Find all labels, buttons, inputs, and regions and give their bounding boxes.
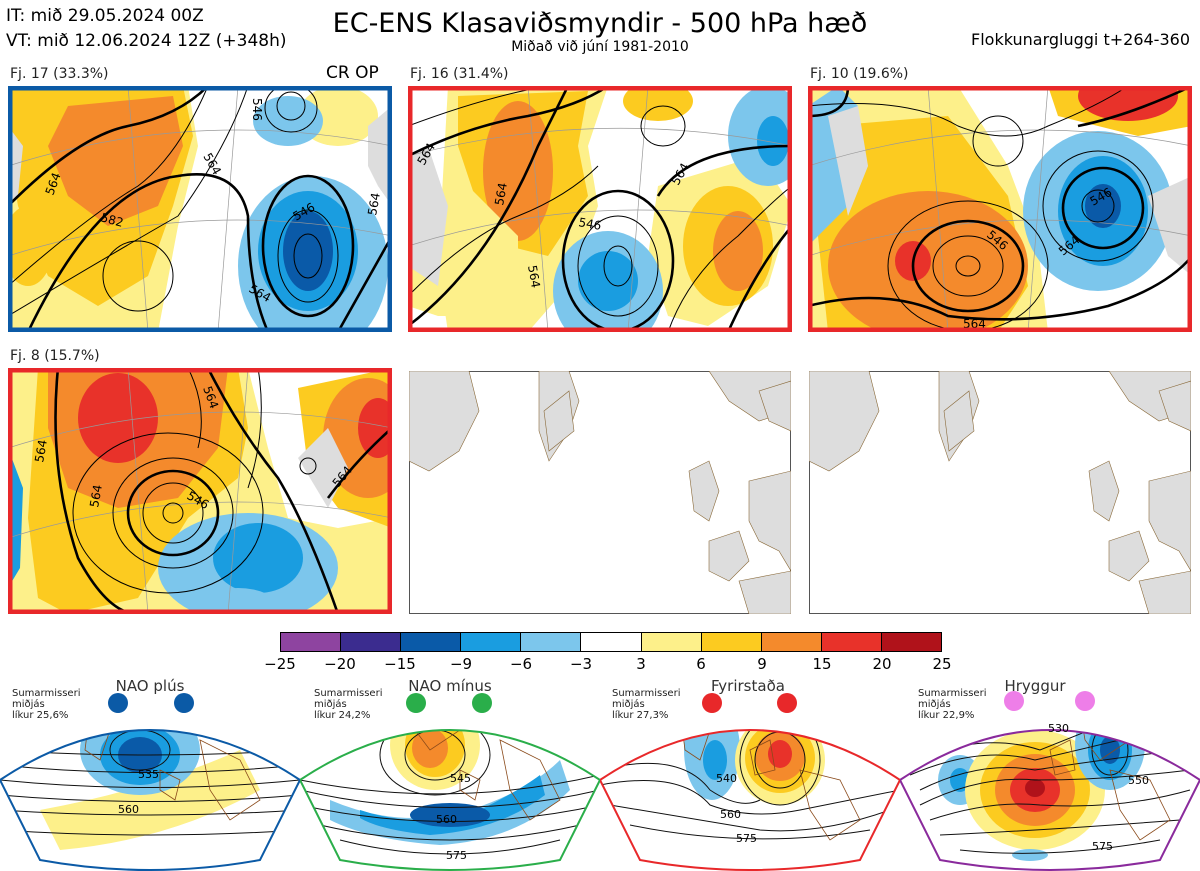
regime-dot <box>777 693 797 713</box>
colorbar-tick: −6 <box>509 655 533 673</box>
panel-label-3: Fj. 10 (19.6%) <box>810 66 909 82</box>
regime-dot <box>406 693 426 713</box>
regime-title-3: Fyrirstaða <box>711 677 785 695</box>
colorbar-tick: −20 <box>324 655 356 673</box>
colorbar-tick: −9 <box>449 655 473 673</box>
contour-label: 546 <box>250 98 264 121</box>
colorbar-tick: 3 <box>636 655 646 673</box>
regime-mean: miðjás <box>918 699 951 710</box>
regime-map-3[interactable]: 540 560 575 <box>600 690 900 871</box>
contour-label: 564 <box>492 182 510 207</box>
regime-dot <box>472 693 492 713</box>
regime-mean: miðjás <box>12 699 45 710</box>
contour-label: 582 <box>99 210 125 229</box>
regime-probability: líkur 22,9% <box>918 710 975 721</box>
regime-title-2: NAO mínus <box>408 677 492 695</box>
colorbar-tick: 15 <box>812 655 832 673</box>
regime-mean: miðjás <box>612 699 645 710</box>
cluster-border <box>408 86 792 332</box>
colorbar-cell <box>701 633 762 651</box>
header-run-info: IT: mið 29.05.2024 00Z VT: mið 12.06.202… <box>6 4 287 54</box>
colorbar-cell <box>341 633 402 651</box>
colorbar-tick: −15 <box>384 655 416 673</box>
regime-mean: miðjás <box>314 699 347 710</box>
regime-contour-label: 560 <box>118 803 139 816</box>
cluster-map-2[interactable]: 564 564 546 564 564 <box>408 86 792 332</box>
valid-time: VT: mið 12.06.2024 12Z (+348h) <box>6 31 287 51</box>
regime-contour-label: 540 <box>716 772 737 785</box>
cluster-border <box>8 368 392 614</box>
regime-meta-3: Sumarmisseri miðjás líkur 27,3% <box>612 688 680 721</box>
contour-label: 564 <box>87 484 105 509</box>
regime-meta-4: Sumarmisseri miðjás líkur 22,9% <box>918 688 986 721</box>
contour-label: 564 <box>365 192 383 217</box>
regime-season: Sumarmisseri <box>314 688 383 699</box>
cluster-map-4[interactable]: 564 546 564 564 564 <box>8 368 392 614</box>
colorbar-cell <box>761 633 822 651</box>
colorbar-tick: −25 <box>264 655 296 673</box>
regime-contour-label: 575 <box>1092 840 1113 853</box>
regime-meta-2: Sumarmisseri miðjás líkur 24,2% <box>314 688 382 721</box>
colorbar-tick: 20 <box>872 655 892 673</box>
regime-contour-label: 560 <box>720 808 741 821</box>
contour-label: 564 <box>32 439 50 464</box>
colorbar-cell <box>641 633 702 651</box>
colorbar-cell <box>461 633 522 651</box>
regime-title-4: Hryggur <box>1004 677 1066 695</box>
regime-contour-label: 530 <box>1048 722 1069 735</box>
initial-time: IT: mið 29.05.2024 00Z <box>6 6 204 26</box>
regime-map-2[interactable]: 545 560 575 <box>300 690 600 871</box>
panel-label-1: Fj. 17 (33.3%) <box>10 66 109 82</box>
regime-map-1[interactable]: 535 560 <box>0 690 300 871</box>
regime-probability: líkur 27,3% <box>612 710 669 721</box>
regime-season: Sumarmisseri <box>612 688 681 699</box>
regime-title-1: NAO plús <box>115 677 185 695</box>
regime-dot <box>108 693 128 713</box>
regime-contour-label: 535 <box>138 768 159 781</box>
regime-probability: líkur 24,2% <box>314 710 371 721</box>
page-title: EC-ENS Klasaviðsmyndir - 500 hPa hæð <box>332 8 868 39</box>
contour-label: 564 <box>525 264 543 289</box>
regime-contour-label: 575 <box>446 849 467 862</box>
colorbar-cell <box>881 633 942 651</box>
regime-meta-1: Sumarmisseri miðjás líkur 25,6% <box>12 688 80 721</box>
empty-map-6 <box>809 371 1191 614</box>
panel-tag-crop: CR OP <box>326 63 379 83</box>
regime-map-4[interactable]: 530 550 575 <box>900 690 1200 871</box>
panel-label-4: Fj. 8 (15.7%) <box>10 348 100 364</box>
colorbar-tick: 9 <box>757 655 767 673</box>
empty-map-5 <box>409 371 791 614</box>
colorbar-cell <box>821 633 882 651</box>
colorbar-cell <box>581 633 642 651</box>
colorbar-cell <box>281 633 342 651</box>
cluster-map-1[interactable]: 564 582 546 564 564 564 546 <box>8 86 392 332</box>
regime-contour-label: 575 <box>736 832 757 845</box>
regime-probability: líkur 25,6% <box>12 710 69 721</box>
regime-contour-label: 545 <box>450 772 471 785</box>
regime-season: Sumarmisseri <box>12 688 81 699</box>
cluster-map-3[interactable]: 546 546 564 564 <box>808 86 1192 332</box>
regime-dot <box>174 693 194 713</box>
colorbar <box>280 632 942 652</box>
regime-dot <box>702 693 722 713</box>
colorbar-tick: −3 <box>569 655 593 673</box>
colorbar-tick: 25 <box>932 655 952 673</box>
regime-dot <box>1004 691 1024 711</box>
panel-label-2: Fj. 16 (31.4%) <box>410 66 509 82</box>
regime-contour-label: 560 <box>436 813 457 826</box>
colorbar-tick: 6 <box>696 655 706 673</box>
cluster-border <box>8 86 392 332</box>
colorbar-cell <box>521 633 582 651</box>
regime-season: Sumarmisseri <box>918 688 987 699</box>
classification-window: Flokkunargluggi t+264-360 <box>971 30 1190 49</box>
cluster-border <box>808 86 1192 332</box>
regime-dot <box>1075 691 1095 711</box>
regime-contour-label: 550 <box>1128 774 1149 787</box>
page-subtitle: Miðað við júní 1981-2010 <box>511 39 689 55</box>
contour-label: 546 <box>577 215 602 233</box>
colorbar-cell <box>401 633 462 651</box>
